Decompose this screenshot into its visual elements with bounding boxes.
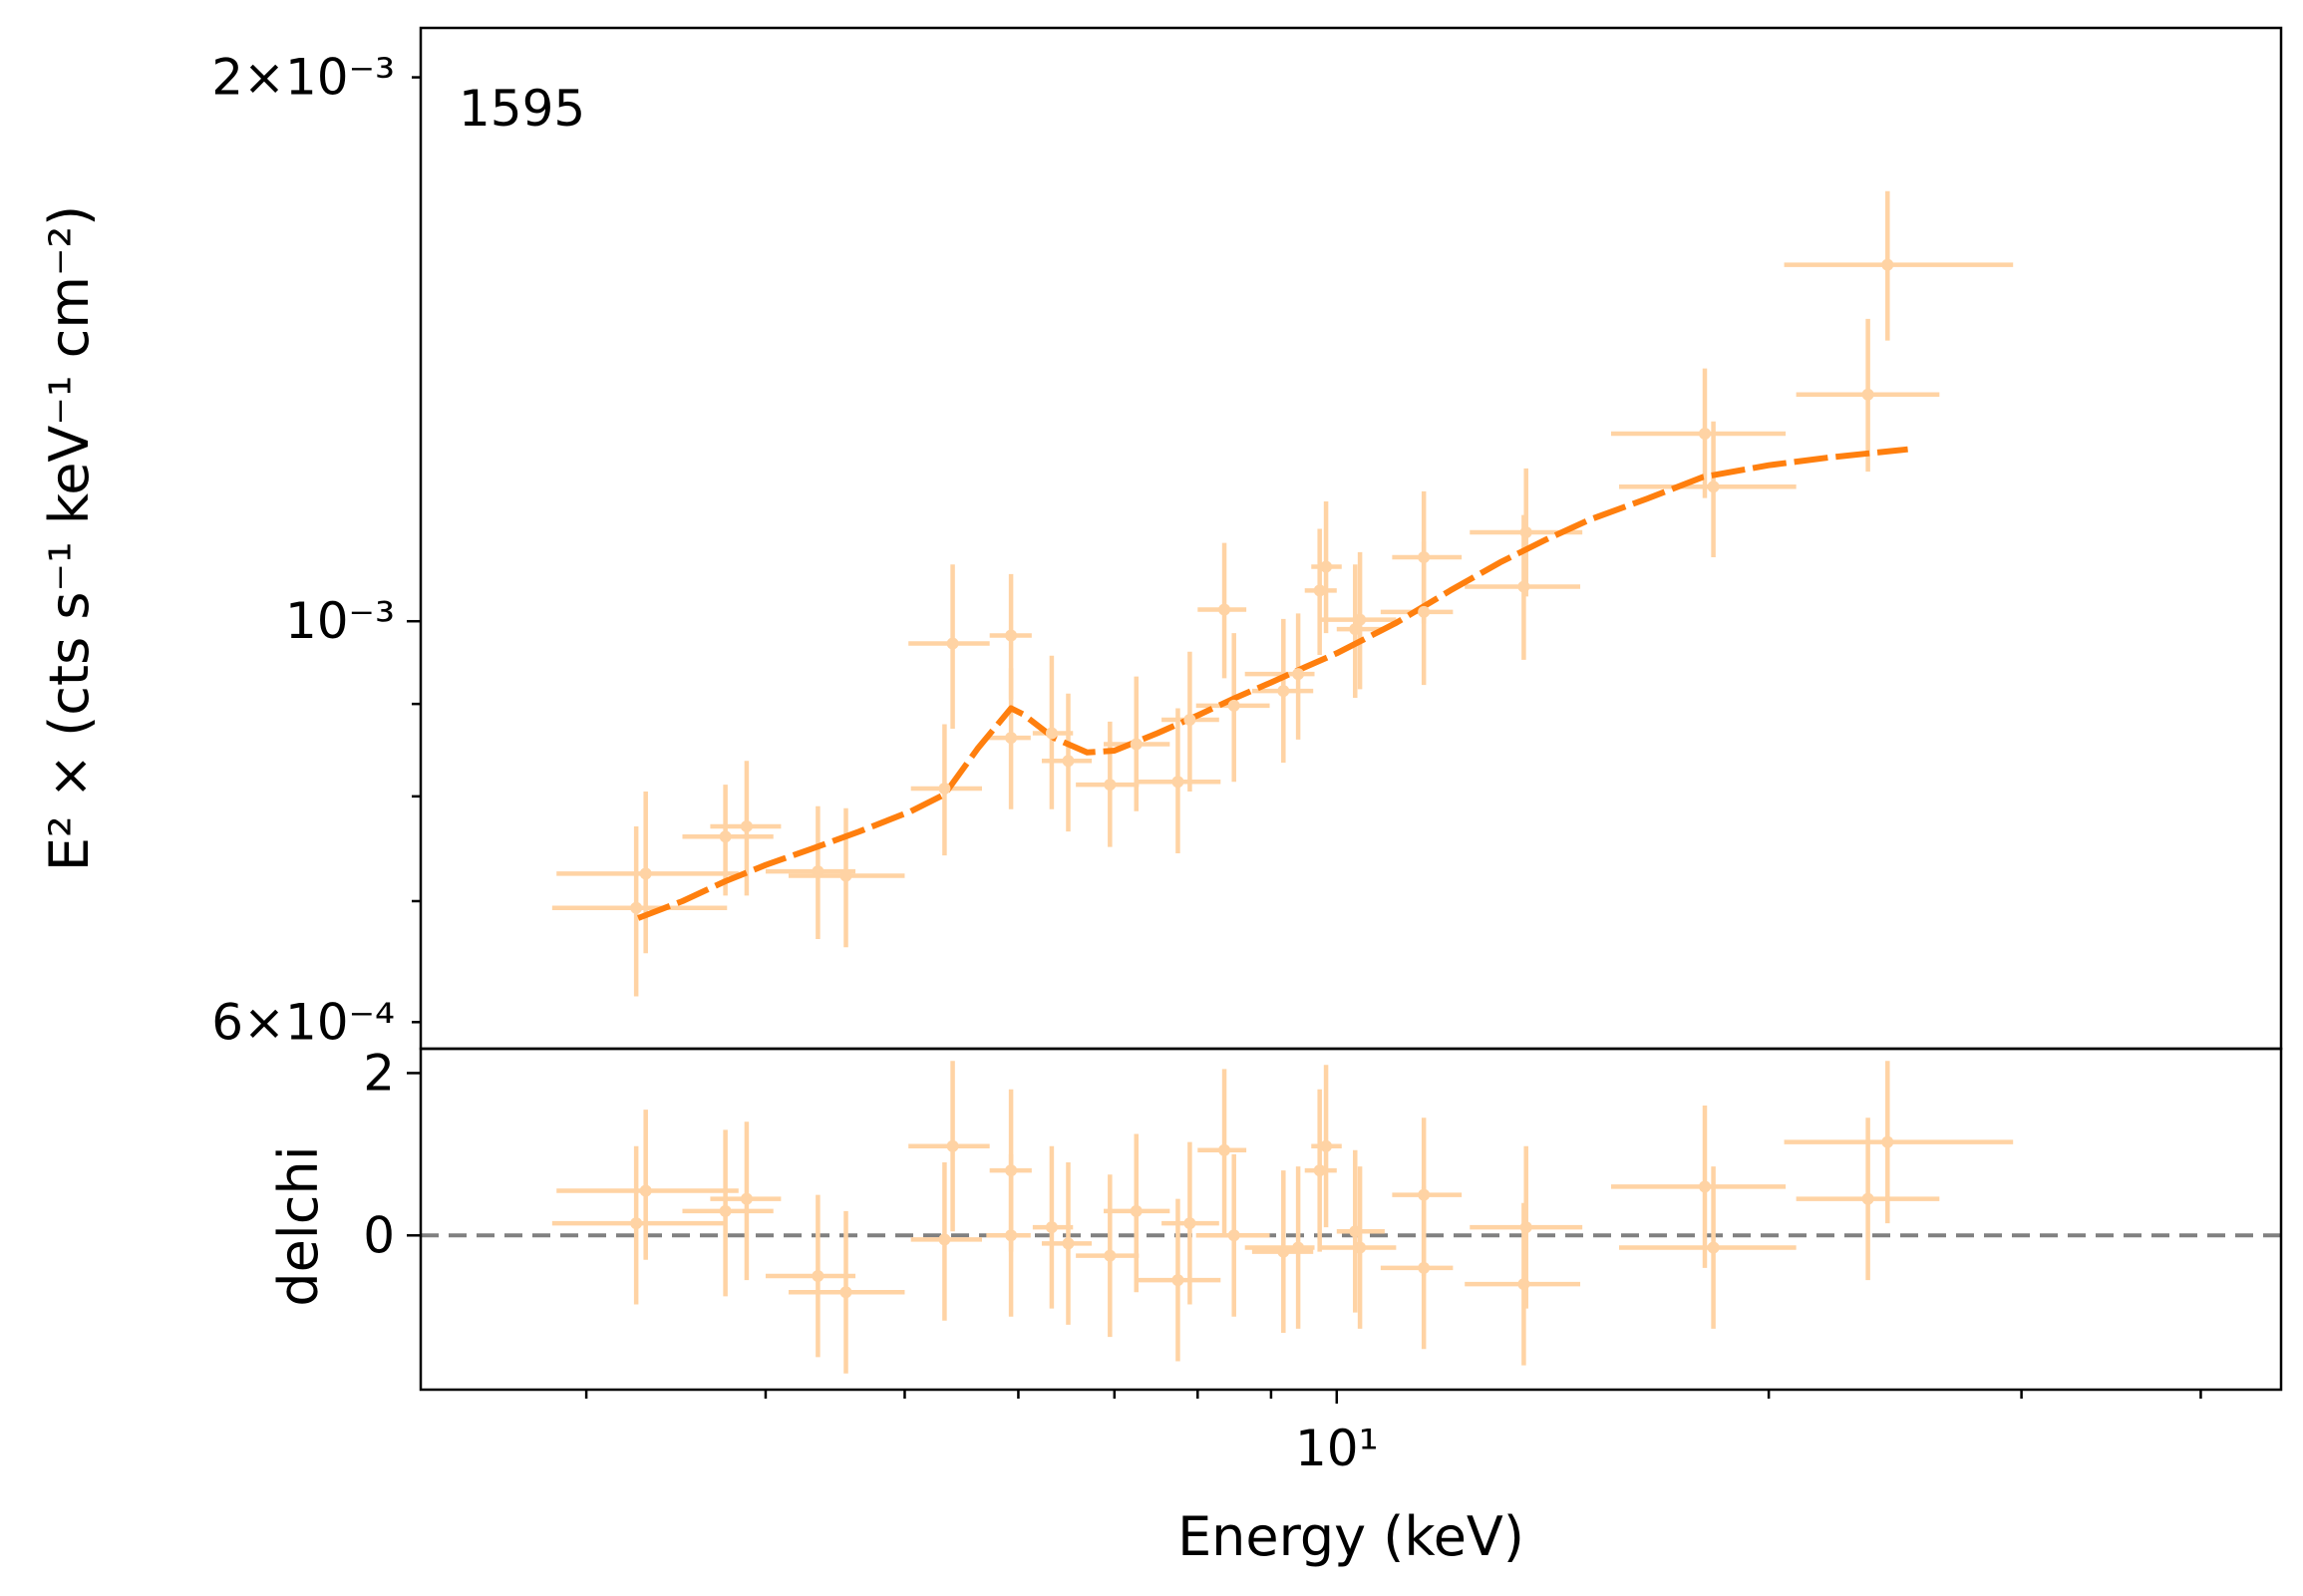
spectrum-point-4: [812, 865, 824, 878]
residual-point-30: [1861, 1192, 1874, 1205]
residual-point-12: [1104, 1249, 1117, 1262]
spectrum-point-26: [1517, 580, 1530, 593]
residual-point-31: [1881, 1135, 1894, 1148]
spectrum-point-27: [1519, 525, 1532, 538]
residual-point-9: [1005, 1229, 1018, 1242]
spectrum-point-9: [1005, 732, 1018, 745]
residual-point-23: [1354, 1241, 1367, 1254]
spectrum-point-11: [1062, 755, 1075, 768]
spectrum-y-axis-label: E² × (cts s⁻¹ keV⁻¹ cm⁻²): [38, 205, 101, 871]
residual-y-tick-label-0: 2: [363, 1044, 395, 1102]
spectrum-point-0: [639, 867, 652, 880]
residual-point-22: [1349, 1225, 1362, 1238]
spectrum-y-ticks: 2×10⁻³ 10⁻³ 6×10⁻⁴: [211, 49, 421, 1051]
residual-frame: [419, 1047, 2283, 1392]
spectrum-point-10: [1045, 727, 1058, 740]
residual-point-16: [1218, 1143, 1231, 1156]
residual-point-8: [1005, 1164, 1018, 1177]
residual-markers: [630, 1135, 1894, 1299]
spectrum-point-13: [1130, 738, 1143, 751]
spectrum-point-17: [1227, 699, 1240, 712]
spectrum-point-14: [1171, 776, 1184, 789]
spectrum-point-8: [1005, 629, 1018, 642]
residual-point-0: [639, 1184, 652, 1197]
residual-point-25: [1418, 1261, 1431, 1274]
residual-point-4: [812, 1270, 824, 1282]
spectrum-point-22: [1349, 623, 1362, 636]
spectrum-point-21: [1320, 560, 1333, 573]
residual-y-ticks: 20: [363, 1044, 421, 1264]
residual-point-1: [630, 1217, 643, 1230]
spectrum-point-18: [1277, 685, 1290, 698]
residual-point-19: [1292, 1241, 1305, 1254]
residual-point-10: [1045, 1221, 1058, 1234]
x-tick-label-0: 10¹: [1295, 1420, 1379, 1477]
spectrum-point-28: [1698, 428, 1711, 441]
residual-point-27: [1519, 1221, 1532, 1234]
residual-point-5: [839, 1286, 852, 1299]
model-curve: [637, 446, 1908, 921]
spectrum-point-16: [1218, 603, 1231, 616]
residual-point-15: [1183, 1217, 1196, 1230]
spectrum-point-29: [1707, 480, 1720, 493]
spectrum-point-30: [1861, 388, 1874, 401]
residual-point-13: [1130, 1204, 1143, 1217]
residual-point-3: [740, 1192, 753, 1205]
spectrum-point-19: [1292, 668, 1305, 681]
residual-y-tick-label-1: 0: [363, 1206, 395, 1264]
spectrum-y-tick-label-2: 6×10⁻⁴: [211, 993, 395, 1051]
spectrum-point-3: [740, 819, 753, 832]
spectrum-point-5: [839, 869, 852, 882]
spectrum-point-31: [1881, 258, 1894, 271]
spectrum-point-7: [938, 783, 951, 796]
spectrum-point-2: [719, 830, 732, 843]
residual-panel: 20 10¹ delchi Energy (keV): [267, 1044, 2283, 1568]
residual-point-26: [1517, 1278, 1530, 1291]
residual-point-11: [1062, 1237, 1075, 1250]
spectrum-point-6: [946, 637, 959, 650]
residual-point-14: [1171, 1274, 1184, 1287]
residual-point-7: [938, 1233, 951, 1246]
residual-point-29: [1707, 1241, 1720, 1254]
spectrum-point-20: [1313, 584, 1326, 597]
spectrum-point-15: [1183, 714, 1196, 727]
spectrum-point-1: [630, 901, 643, 914]
x-ticks: 10¹: [584, 1390, 2202, 1477]
residual-point-2: [719, 1204, 732, 1217]
residual-point-18: [1277, 1245, 1290, 1258]
spectrum-markers: [630, 258, 1894, 914]
spectrum-point-25: [1418, 605, 1431, 618]
x-axis-label: Energy (keV): [1177, 1505, 1524, 1568]
residual-point-21: [1320, 1139, 1333, 1152]
spectrum-point-23: [1354, 613, 1367, 626]
residual-point-28: [1698, 1180, 1711, 1193]
residual-point-6: [946, 1139, 959, 1152]
residual-point-24: [1418, 1188, 1431, 1201]
residual-point-17: [1227, 1229, 1240, 1242]
residual-y-axis-label: delchi: [267, 1145, 330, 1306]
spectrum-point-24: [1418, 550, 1431, 563]
spectrum-y-tick-label-0: 2×10⁻³: [211, 49, 395, 107]
source-id-annotation: 1595: [459, 80, 585, 138]
spectrum-y-tick-label-1: 10⁻³: [285, 592, 395, 650]
spectrum-point-12: [1104, 779, 1117, 792]
residual-point-20: [1313, 1164, 1326, 1177]
